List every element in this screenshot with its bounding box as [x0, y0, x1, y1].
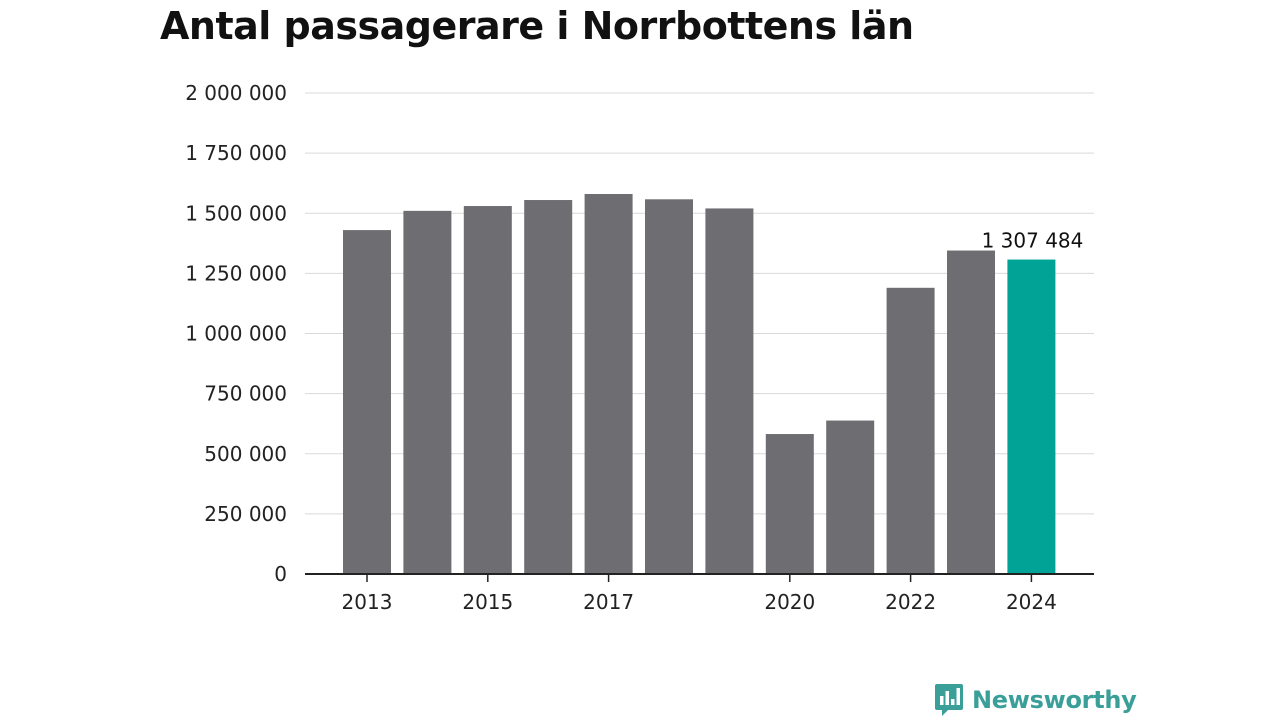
chart-title: Antal passagerare i Norrbottens län — [160, 4, 914, 48]
bar-2018 — [645, 199, 693, 574]
y-tick-label: 250 000 — [204, 502, 287, 526]
bar-2015 — [463, 206, 512, 574]
y-tick-label: 1 250 000 — [185, 261, 287, 285]
bars — [343, 194, 1056, 574]
bar-2017 — [584, 194, 633, 574]
x-axis-labels: 2013 2015 2017 2020 2022 2024 — [342, 590, 1057, 614]
brand-name: Newsworthy — [972, 686, 1137, 714]
x-axis-ticks — [366, 574, 1033, 582]
x-tick-label: 2017 — [583, 590, 634, 614]
y-tick-label: 0 — [274, 562, 287, 586]
x-tick-label: 2015 — [462, 590, 513, 614]
newsworthy-logo-icon — [935, 684, 963, 716]
bar-2014 — [403, 210, 452, 574]
bar-2022 — [886, 287, 935, 574]
y-tick-label: 2 000 000 — [185, 81, 287, 105]
bar-2023 — [947, 250, 995, 574]
bar-2016 — [524, 200, 573, 574]
y-tick-label: 1 750 000 — [185, 141, 287, 165]
bar-2019 — [705, 208, 754, 574]
y-axis-labels: 0 250 000 500 000 750 000 1 000 000 1 250 000… — [185, 81, 287, 586]
bar-2020 — [765, 434, 814, 574]
y-tick-label: 1 500 000 — [185, 201, 287, 225]
x-tick-label: 2024 — [1006, 590, 1057, 614]
x-tick-label: 2013 — [342, 590, 393, 614]
x-tick-label: 2020 — [764, 590, 815, 614]
highlight-value-label: 1 307 484 — [982, 229, 1084, 253]
bar-2024 — [1007, 259, 1056, 574]
y-tick-label: 500 000 — [204, 442, 287, 466]
x-tick-label: 2022 — [885, 590, 936, 614]
bar-2021 — [826, 420, 875, 574]
bar-2013 — [343, 230, 391, 574]
brand-logo: Newsworthy — [934, 682, 1137, 718]
y-tick-label: 750 000 — [204, 382, 287, 406]
y-tick-label: 1 000 000 — [185, 322, 287, 346]
